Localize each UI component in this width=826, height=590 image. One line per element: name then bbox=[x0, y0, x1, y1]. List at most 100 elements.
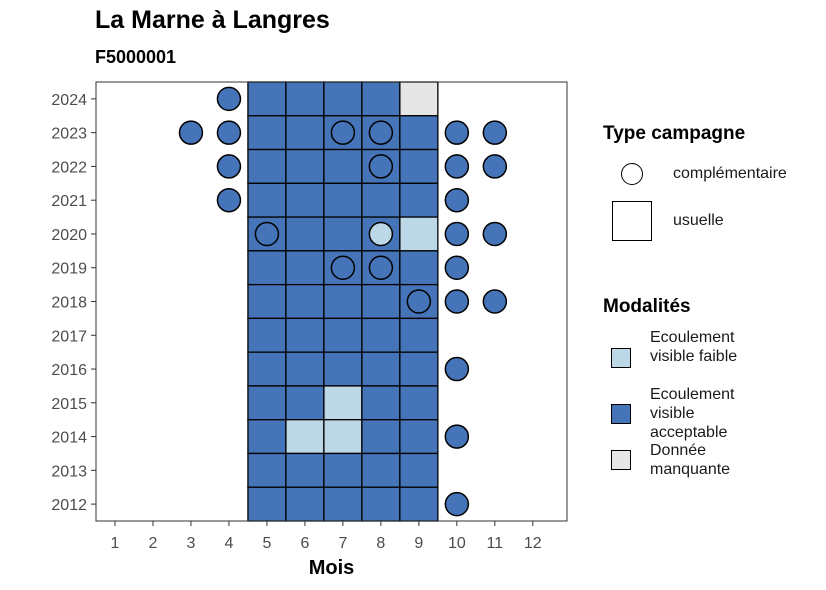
point-2022-10 bbox=[444, 154, 470, 179]
y-tick-label: 2013 bbox=[51, 463, 87, 480]
y-tick-label: 2020 bbox=[51, 227, 87, 244]
point-2019-10 bbox=[444, 255, 470, 280]
x-tick-label: 4 bbox=[224, 535, 233, 552]
point-2012-10 bbox=[444, 491, 470, 517]
x-tick-label: 9 bbox=[414, 535, 423, 552]
legend-modalites-title: Modalités bbox=[603, 296, 691, 317]
tile-2012-7 bbox=[323, 486, 363, 522]
tile-2016-7 bbox=[323, 351, 363, 387]
y-tick-label: 2012 bbox=[51, 497, 87, 514]
legend-circle-icon bbox=[621, 163, 643, 185]
tile-2012-9 bbox=[399, 486, 439, 522]
tile-2016-5 bbox=[247, 351, 287, 387]
point-2018-10 bbox=[444, 289, 470, 314]
tile-2022-6 bbox=[285, 148, 325, 184]
tile-2013-5 bbox=[247, 452, 287, 488]
point-2016-10 bbox=[444, 356, 470, 382]
x-tick-label: 11 bbox=[487, 535, 504, 552]
tile-2014-6 bbox=[285, 419, 325, 455]
tile-2022-5 bbox=[247, 148, 287, 184]
tile-2016-8 bbox=[361, 351, 401, 387]
tile-2014-8 bbox=[361, 419, 401, 455]
tile-2014-5 bbox=[247, 419, 287, 455]
tile-2018-5 bbox=[247, 283, 287, 320]
point-2021-4 bbox=[216, 187, 242, 213]
legend-swatch-manquante bbox=[611, 450, 631, 470]
tile-2017-5 bbox=[247, 317, 287, 353]
tile-2024-6 bbox=[285, 81, 325, 117]
tile-2021-7 bbox=[323, 182, 363, 218]
x-tick-label: 3 bbox=[187, 535, 196, 552]
tile-2018-8 bbox=[361, 283, 401, 320]
point-2023-8 bbox=[368, 120, 394, 145]
tile-2012-8 bbox=[361, 486, 401, 522]
tile-2019-5 bbox=[247, 250, 287, 286]
x-tick-label: 10 bbox=[448, 535, 466, 552]
x-tick-label: 6 bbox=[300, 535, 309, 552]
tile-2024-5 bbox=[247, 81, 287, 117]
y-tick-label: 2023 bbox=[51, 126, 87, 143]
tile-2021-9 bbox=[399, 182, 439, 218]
y-tick-label: 2022 bbox=[51, 159, 87, 176]
x-tick-label: 2 bbox=[149, 535, 158, 552]
tile-2016-6 bbox=[285, 351, 325, 387]
tile-2018-7 bbox=[323, 283, 363, 320]
tile-2023-9 bbox=[399, 115, 439, 151]
chart-subtitle: F5000001 bbox=[95, 47, 177, 67]
y-tick-label: 2015 bbox=[51, 396, 87, 413]
x-tick-label: 12 bbox=[524, 535, 542, 552]
point-2020-5 bbox=[254, 221, 280, 247]
point-2020-8 bbox=[368, 221, 394, 247]
tile-2019-9 bbox=[399, 250, 439, 286]
tile-2015-6 bbox=[285, 385, 325, 421]
point-2023-3 bbox=[178, 120, 204, 145]
tile-2014-7 bbox=[323, 419, 363, 455]
point-2020-11 bbox=[482, 221, 508, 247]
tile-2017-7 bbox=[323, 317, 363, 353]
tile-2013-9 bbox=[399, 452, 439, 488]
legend-swatch-faible bbox=[611, 348, 631, 368]
y-tick-label: 2019 bbox=[51, 261, 87, 278]
x-tick-label: 1 bbox=[111, 535, 120, 552]
tile-2015-9 bbox=[399, 385, 439, 421]
point-2023-11 bbox=[482, 120, 508, 145]
tile-2020-6 bbox=[285, 216, 325, 252]
tile-2024-9 bbox=[399, 81, 439, 117]
x-tick-label: 5 bbox=[262, 535, 271, 552]
y-tick-label: 2017 bbox=[51, 328, 87, 345]
tile-2021-6 bbox=[285, 182, 325, 218]
tile-2022-9 bbox=[399, 148, 439, 184]
point-2014-10 bbox=[444, 424, 470, 449]
legend-type-title: Type campagne bbox=[603, 123, 746, 144]
tile-2017-6 bbox=[285, 317, 325, 353]
point-2022-4 bbox=[216, 154, 242, 179]
tile-2015-8 bbox=[361, 385, 401, 421]
tile-2014-9 bbox=[399, 419, 439, 455]
point-2018-9 bbox=[406, 289, 432, 314]
y-tick-label: 2016 bbox=[51, 362, 87, 379]
tile-2020-9 bbox=[399, 216, 439, 252]
chart-title: La Marne à Langres bbox=[95, 6, 330, 34]
point-2020-10 bbox=[444, 221, 470, 247]
x-tick-label: 7 bbox=[338, 535, 347, 552]
x-axis-label: Mois bbox=[309, 557, 355, 579]
tile-2023-6 bbox=[285, 115, 325, 151]
legend-swatch-acceptable bbox=[611, 404, 631, 424]
tile-2022-7 bbox=[323, 148, 363, 184]
point-2024-4 bbox=[216, 86, 242, 112]
point-2022-11 bbox=[482, 154, 508, 179]
point-2023-10 bbox=[444, 120, 470, 145]
point-2019-8 bbox=[368, 255, 394, 280]
tile-2015-7 bbox=[323, 385, 363, 421]
tile-2013-8 bbox=[361, 452, 401, 488]
y-tick-label: 2018 bbox=[51, 295, 87, 312]
legend-modalite-faible-label: Ecoulement visible faible bbox=[650, 329, 738, 365]
tile-2019-6 bbox=[285, 250, 325, 286]
point-2019-7 bbox=[330, 255, 356, 280]
tile-2023-5 bbox=[247, 115, 287, 151]
tile-2024-8 bbox=[361, 81, 401, 117]
tile-2021-8 bbox=[361, 182, 401, 218]
legend-type-usuelle-label: usuelle bbox=[673, 212, 724, 229]
tile-2017-9 bbox=[399, 317, 439, 353]
